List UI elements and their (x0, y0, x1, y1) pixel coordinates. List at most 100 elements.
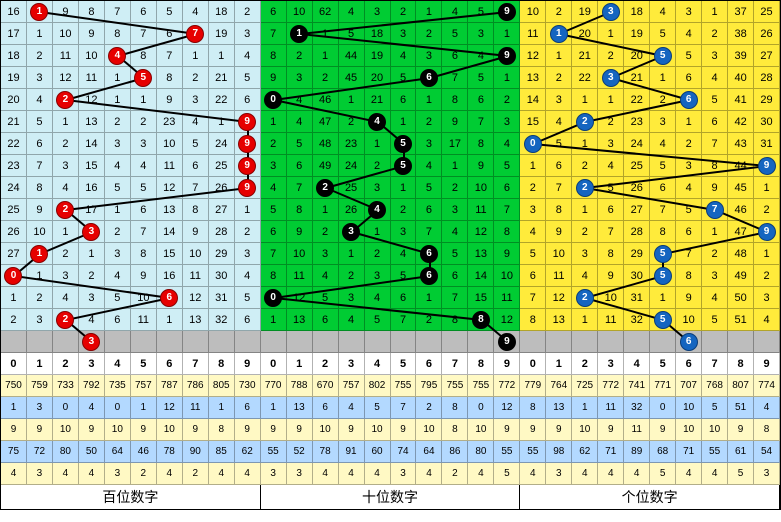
grid-cell: 4 (27, 89, 53, 111)
grid-row: 22621433105249 (1, 133, 261, 155)
cell-value: 11 (527, 28, 538, 40)
cell-value: 28 (215, 226, 227, 238)
grid-cell: 2 (287, 45, 313, 67)
grid-cell: 7 (157, 45, 183, 67)
cell-value: 4 (348, 314, 354, 326)
grid-cell: 28 (624, 221, 650, 243)
grid-cell: 5 (183, 133, 209, 155)
cell-value: 2 (556, 6, 562, 18)
cell-value: 10 (137, 292, 149, 304)
grid-cell: 2 (27, 287, 53, 309)
cell-value: 4 (530, 226, 536, 238)
grid-cell: 9 (754, 353, 780, 375)
grid-row: 2151132223419 (1, 111, 261, 133)
grid-cell: 9 (391, 419, 417, 441)
grid-cell: 4 (468, 45, 494, 67)
cell-value: 17 (7, 28, 19, 40)
grid-cell: 10 (702, 419, 728, 441)
grid-cell: 7 (287, 177, 313, 199)
title-row: 百位数字十位数字个位数字 (1, 485, 780, 509)
grid-cell: 9 (287, 221, 313, 243)
trend-ball: 5 (394, 157, 412, 175)
cell-value: 779 (524, 380, 541, 391)
trend-ball: 3 (602, 3, 620, 21)
cell-value: 772 (602, 380, 619, 391)
grid-cell: 3 (468, 23, 494, 45)
grid-cell: 19 (1, 67, 27, 89)
grid-cell: 2 (131, 463, 157, 485)
grid-cell: 733 (53, 375, 79, 397)
cell-value: 26 (215, 182, 227, 194)
grid-cell: 0 (261, 353, 287, 375)
grid-row: 1711098767193 (1, 23, 261, 45)
cell-value: 2 (763, 270, 769, 282)
grid-cell: 22 (572, 67, 598, 89)
cell-value: 1 (504, 28, 510, 40)
grid-cell: 25 (209, 155, 235, 177)
grid-cell: 759 (27, 375, 53, 397)
grid-cell: 4 (157, 463, 183, 485)
cell-value: 4 (712, 292, 718, 304)
grid-cell: 49 (728, 265, 754, 287)
grid-row: 770788670757802755795755755772 (261, 375, 521, 397)
grid-cell: 32 (624, 397, 650, 419)
cell-value: 12 (501, 314, 513, 326)
grid-cell: 14 (79, 133, 105, 155)
grid-cell: 8 (105, 23, 131, 45)
cell-value: 19 (579, 6, 591, 18)
cell-value: 4 (88, 314, 94, 326)
grid-cell: 6 (676, 331, 702, 353)
grid-cell (365, 331, 391, 353)
lottery-trend-chart: 1619876541821711098767193182111048711419… (0, 0, 781, 510)
grid-cell: 3 (416, 45, 442, 67)
grid-cell: 3 (79, 353, 105, 375)
cell-value: 10 (553, 248, 565, 260)
cell-value: 13 (189, 314, 201, 326)
grid-cell: 1 (313, 199, 339, 221)
grid-cell: 5 (365, 309, 391, 331)
cell-value: 13 (553, 402, 564, 413)
grid-cell: 4 (650, 133, 676, 155)
cell-value: 30 (215, 270, 227, 282)
cell-value: 9 (244, 358, 250, 370)
cell-value: 37 (734, 6, 746, 18)
grid-cell: 12 (157, 177, 183, 199)
grid-cell: 60 (365, 441, 391, 463)
cell-value: 1 (218, 50, 224, 62)
cell-value: 8 (296, 204, 302, 216)
cell-value: 10 (475, 424, 486, 435)
grid-row: 6114930583492 (520, 265, 780, 287)
grid-cell: 3 (53, 155, 79, 177)
cell-value: 11 (164, 160, 175, 172)
grid-cell: 12 (494, 397, 520, 419)
cell-value: 21 (631, 72, 643, 84)
cell-value: 54 (761, 446, 772, 457)
grid-cell: 1 (235, 199, 261, 221)
panel-hundreds: 1619876541821711098767193182111048711419… (1, 1, 261, 485)
cell-value: 12 (164, 402, 175, 413)
cell-value: 55 (709, 446, 720, 457)
cell-value: 51 (735, 402, 746, 413)
cell-value: 22 (7, 138, 19, 150)
cell-value: 7 (452, 292, 458, 304)
cell-value: 64 (112, 446, 123, 457)
grid-cell: 4 (468, 463, 494, 485)
cell-value: 55 (268, 446, 279, 457)
grid-row: 272526649451 (520, 177, 780, 199)
trend-ball: 6 (420, 245, 438, 263)
grid-cell: 9 (183, 221, 209, 243)
cell-value: 10 (475, 182, 487, 194)
cell-value: 7 (400, 402, 406, 413)
cell-value: 2 (192, 468, 198, 479)
grid-cell: 2 (598, 111, 624, 133)
grid-row: 130401121116 (1, 397, 261, 419)
cell-value: 3 (115, 468, 121, 479)
cell-value: 3 (36, 72, 42, 84)
grid-row: 19312111582215 (1, 67, 261, 89)
cell-value: 725 (576, 380, 593, 391)
grid-cell: 7 (702, 199, 728, 221)
cell-value: 4 (556, 116, 562, 128)
cell-value: 4 (348, 6, 354, 18)
grid-cell: 3 (416, 133, 442, 155)
cell-value: 1 (504, 72, 510, 84)
